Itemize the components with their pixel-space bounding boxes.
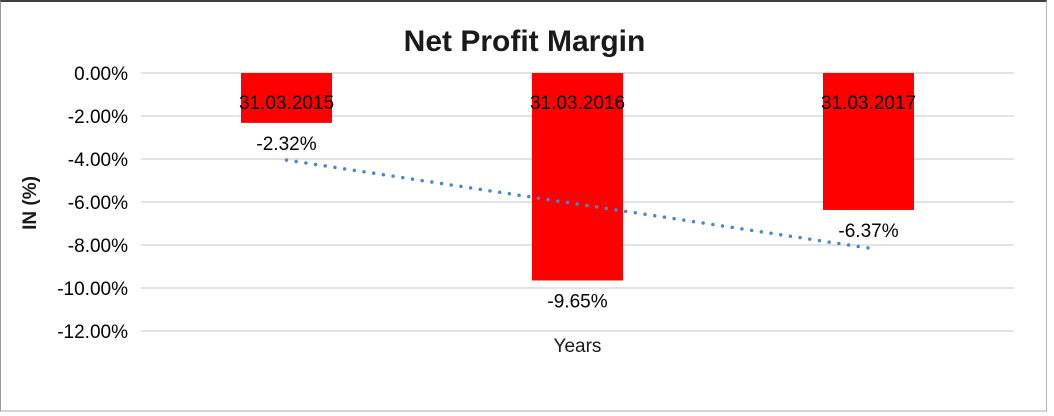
trendline [284, 158, 871, 250]
bar [823, 73, 914, 210]
bar [241, 73, 332, 123]
category-label: 31.03.2015 [239, 93, 334, 114]
category-label: 31.03.2017 [821, 93, 916, 114]
y-tick-label: -6.00% [68, 193, 128, 214]
y-tick-label: -4.00% [68, 150, 128, 171]
category-label: 31.03.2016 [530, 93, 625, 114]
x-axis-title: Years [553, 336, 602, 357]
data-label: -9.65% [547, 291, 607, 312]
bar [532, 73, 623, 281]
y-tick-label: 0.00% [74, 64, 128, 85]
y-tick-label: -10.00% [57, 279, 128, 300]
y-tick-label: -2.00% [68, 107, 128, 128]
y-tick-label: -12.00% [57, 322, 128, 343]
chart-title: Net Profit Margin [403, 25, 646, 58]
data-label: -2.32% [256, 134, 316, 155]
y-tick-label: -8.00% [68, 236, 128, 257]
data-label: -6.37% [838, 221, 898, 242]
